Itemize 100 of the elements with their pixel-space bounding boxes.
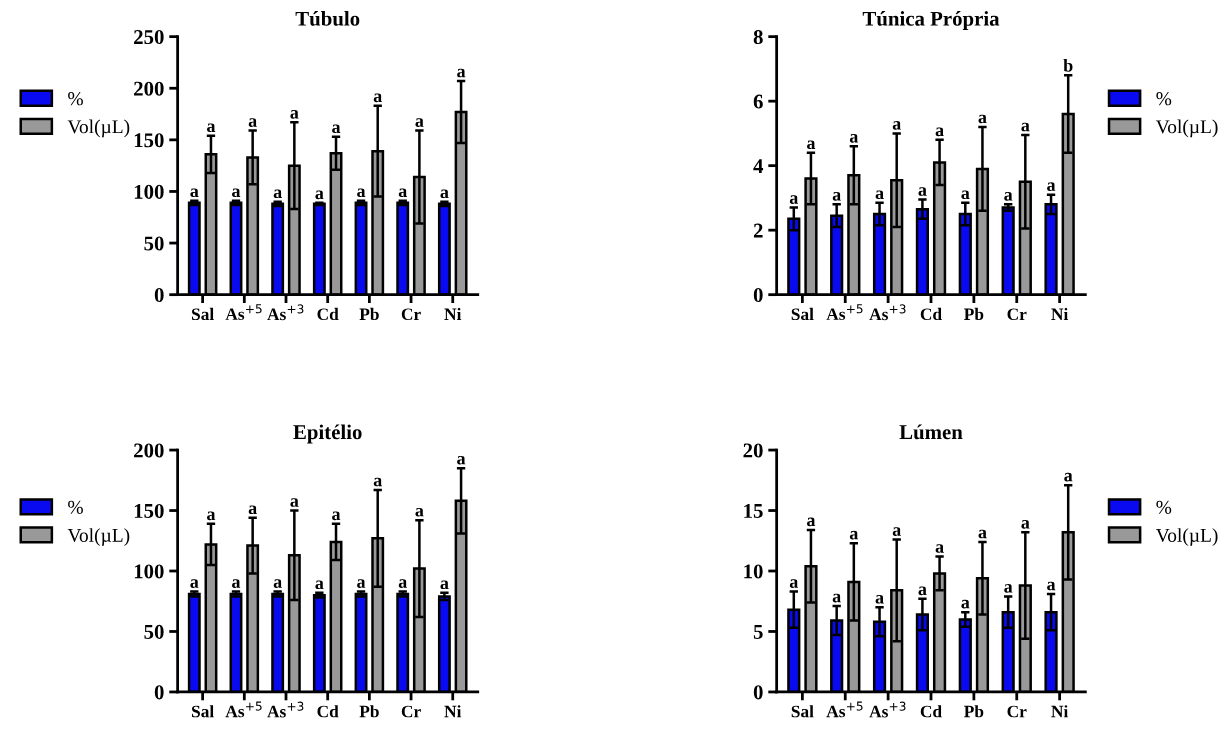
data-label: a [415,507,424,517]
x-tick-label: Cr [1007,705,1027,718]
x-tick-label: Sal [191,307,214,321]
data-label: a [440,580,449,590]
y-tick-label: 4 [753,159,764,173]
data-label: a [207,123,216,133]
chart-title: Túnica Própria [862,11,1000,30]
data-label: a [1021,122,1030,132]
data-label: a [1004,584,1013,593]
legend-label: Vol(µL) [1155,119,1218,138]
data-label: a [415,118,424,127]
data-label: a [935,544,944,553]
x-tick-label: Ni [1051,705,1069,718]
data-label: a [248,118,257,127]
data-label: a [849,530,859,540]
data-label: a [373,93,382,103]
data-label: a [332,511,341,521]
data-label: a [1047,581,1056,591]
legend-label: % [1156,92,1172,106]
legend-label: % [1156,500,1172,514]
y-tick-label: 0 [154,685,164,700]
y-tick-label: 50 [144,236,164,251]
y-tick-label: 150 [134,133,164,148]
data-label: a [273,579,282,588]
x-tick-label: Pb [964,307,984,321]
data-label: a [961,599,970,609]
y-tick-label: 8 [753,30,763,45]
data-label: a [357,579,366,588]
x-tick-label: As$^{+3}$ [267,304,304,321]
y-tick-label: 0 [753,685,763,700]
x-tick-label: Cr [401,705,421,718]
y-tick-label: 200 [134,81,164,96]
data-label: a [315,190,324,200]
data-label: a [398,579,407,588]
x-tick-label: Cd [317,705,339,718]
data-label: a [892,527,901,536]
data-label: a [849,133,859,143]
data-label: a [457,455,466,465]
x-tick-label: As$^{+5}$ [225,304,262,321]
data-label: a [273,189,282,199]
legend-label: Vol(µL) [67,119,130,138]
data-label: a [918,187,927,196]
legend-label: % [68,500,83,514]
x-tick-label: Ni [444,307,462,320]
data-label: a [875,190,884,200]
data-label: a [1004,192,1013,201]
data-label: a [332,124,341,134]
data-label: a [935,127,944,137]
x-tick-label: Cd [920,705,942,718]
data-label: a [315,580,324,590]
y-tick-label: 15 [744,504,763,518]
legend-label: % [68,92,83,106]
x-tick-label: Cd [920,307,942,321]
y-tick-label: 200 [134,443,164,458]
data-label: a [398,188,407,198]
legend-label: Vol(µL) [67,528,130,546]
data-label: a [232,579,241,588]
y-tick-label: 2 [753,223,763,238]
data-label: a [1021,519,1030,529]
y-tick-label: 10 [744,564,763,579]
data-label: a [290,109,299,119]
data-label: b [1063,58,1073,72]
data-label: a [190,579,199,588]
y-tick-label: 100 [134,184,164,199]
x-tick-label: Ni [1051,307,1069,320]
data-label: a [457,68,466,78]
data-label: a [440,189,449,199]
data-label: a [789,579,799,588]
legend-label: Vol(µL) [1155,528,1218,546]
data-label: a [1047,182,1056,192]
x-tick-label: Cr [401,308,421,321]
x-tick-label: Pb [359,705,379,718]
data-label: a [961,190,970,200]
y-tick-label: 5 [753,625,763,639]
x-tick-label: Pb [964,705,984,718]
x-tick-label: As$^{+5}$ [225,701,262,718]
y-tick-label: 0 [753,288,763,303]
y-tick-label: 6 [753,94,763,109]
data-label: a [190,188,199,198]
chart-title: Túbulo [295,11,360,26]
y-tick-label: 50 [144,624,164,639]
y-tick-label: 100 [134,564,164,579]
data-label: a [832,192,841,201]
data-label: a [832,593,841,603]
x-tick-label: As$^{+3}$ [267,701,304,718]
x-tick-label: As$^{+3}$ [869,304,906,321]
x-tick-label: As$^{+5}$ [826,304,863,321]
data-label: a [290,498,299,507]
x-tick-label: As$^{+5}$ [826,701,863,718]
chart-title: Epitélio [293,424,362,444]
data-label: a [807,140,816,150]
x-tick-label: Sal [791,307,814,321]
data-label: a [978,529,987,539]
data-label: a [1064,472,1073,482]
x-tick-label: Sal [191,705,214,718]
data-label: a [248,505,257,515]
x-tick-label: Pb [359,307,379,321]
data-label: a [357,188,366,198]
data-label: a [232,188,241,198]
data-label: a [892,121,901,130]
